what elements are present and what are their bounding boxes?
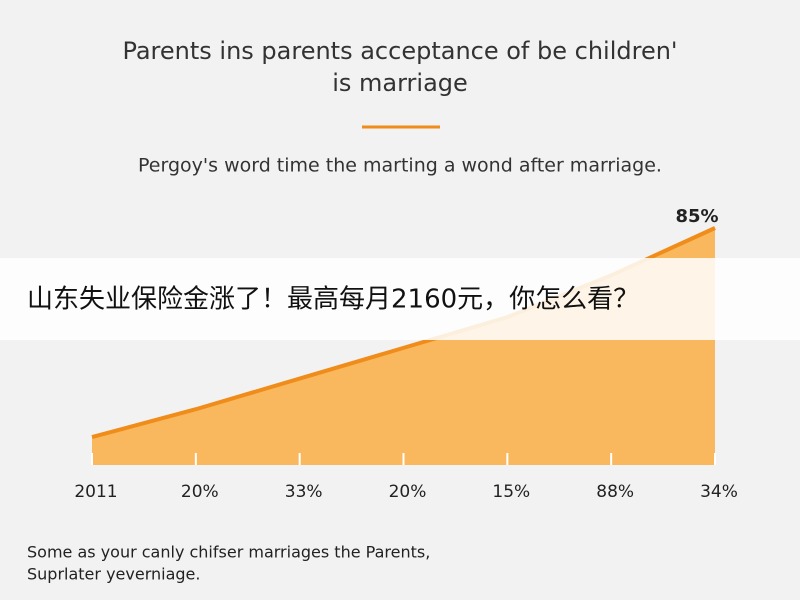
x-tick-label: 20%: [389, 482, 427, 502]
x-tick-label: 15%: [492, 482, 530, 502]
area: [92, 228, 715, 465]
x-tick-label: 33%: [285, 482, 323, 502]
chart-title: Parents ins parents acceptance of be chi…: [122, 37, 677, 65]
chart-title: is marriage: [332, 69, 468, 97]
banner: [0, 258, 800, 340]
x-tick-label: 88%: [596, 482, 634, 502]
banner-text: 山东失业保险金涨了！最高每月2160元，你怎么看？: [27, 285, 639, 315]
footnote: Some as your canly chifser marriages the…: [27, 543, 430, 562]
x-tick-label: 20%: [181, 482, 219, 502]
value-label: 85%: [675, 206, 718, 227]
x-tick-label: 2011: [74, 482, 117, 502]
footnote: Suprlater yeverniage.: [27, 565, 200, 584]
chart-subtitle: Pergoy's word time the marting a wond af…: [138, 155, 662, 177]
x-tick-label: 34%: [700, 482, 738, 502]
